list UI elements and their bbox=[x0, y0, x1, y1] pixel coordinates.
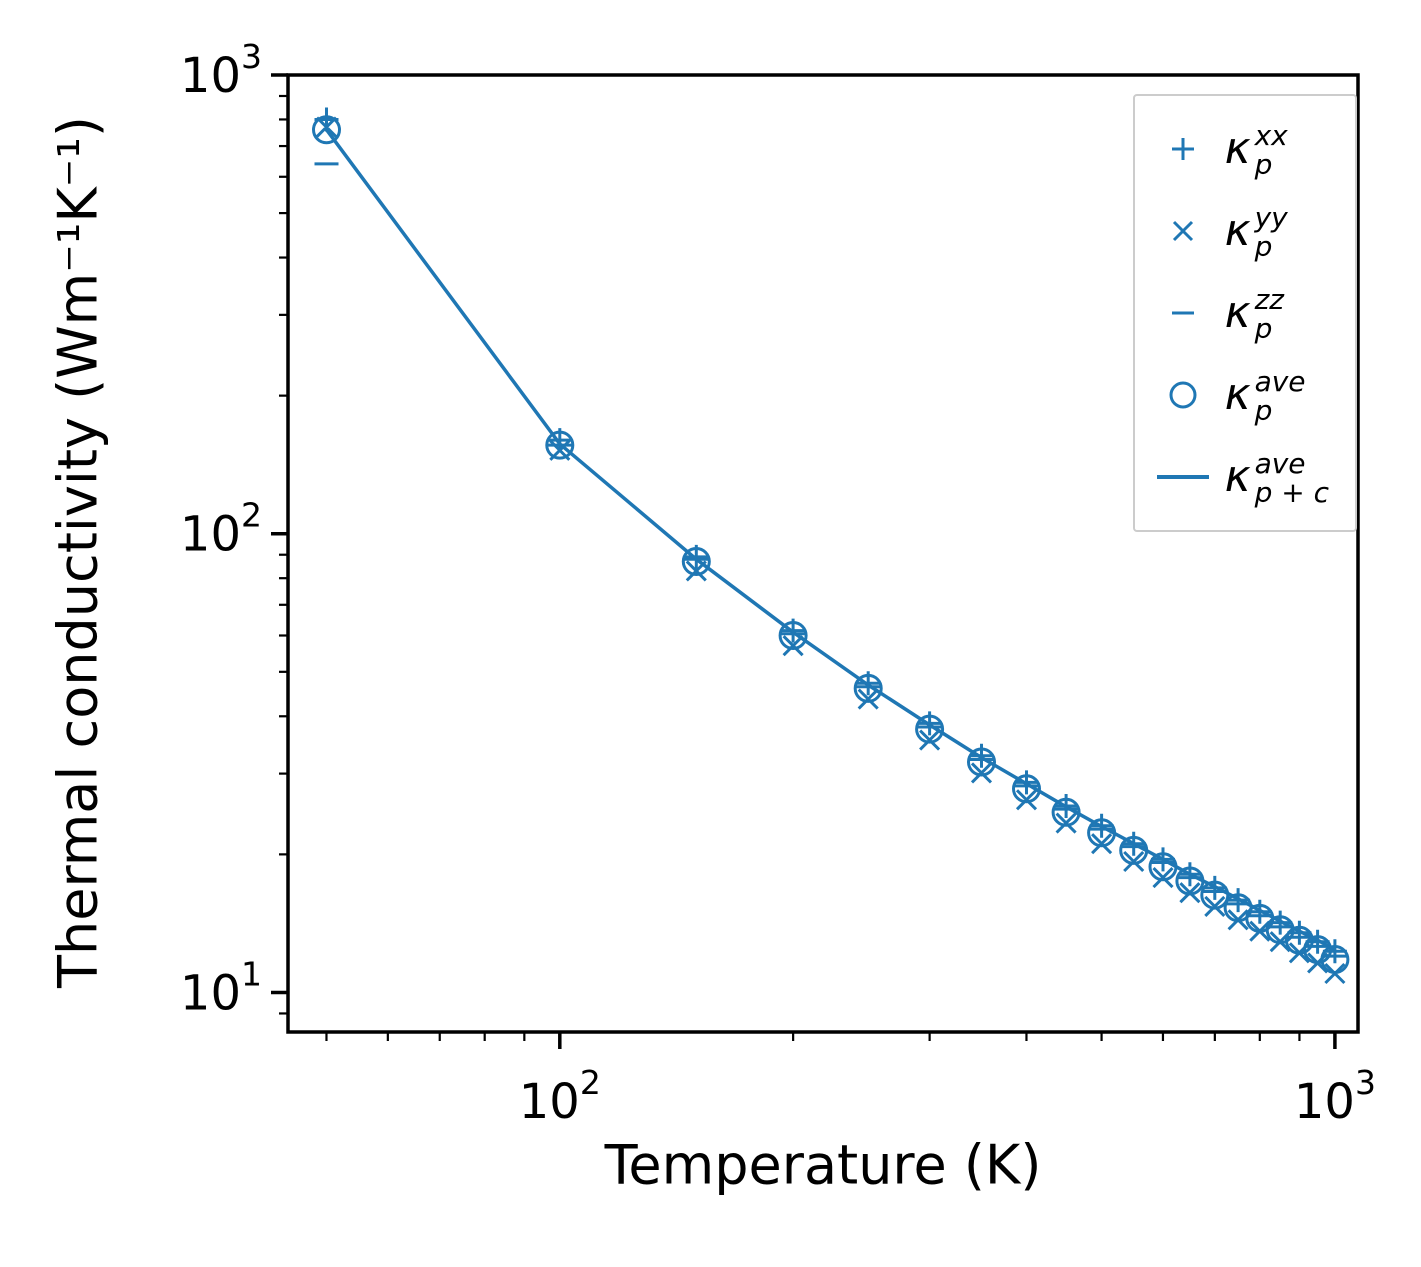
legend-label: κ zz p bbox=[1225, 284, 1284, 343]
x-tick-label: 102 bbox=[519, 1063, 601, 1130]
line-marker-icon bbox=[1155, 455, 1211, 499]
circle-marker bbox=[312, 115, 341, 145]
circle-marker bbox=[1119, 835, 1149, 865]
circle-marker bbox=[1303, 935, 1333, 965]
circle-marker-icon bbox=[1155, 373, 1211, 417]
circle-marker bbox=[915, 714, 945, 744]
kappa-subscript: p bbox=[1254, 394, 1273, 427]
legend-item: κ ave p + c bbox=[1155, 436, 1329, 518]
kappa-subscript: p bbox=[1254, 230, 1273, 263]
circle-marker bbox=[967, 747, 996, 777]
kappa-symbol: κ bbox=[1224, 451, 1251, 502]
legend-item: κ ave p bbox=[1155, 354, 1329, 436]
plot-spines bbox=[286, 73, 1360, 1034]
circle-marker bbox=[1051, 797, 1081, 827]
legend-item: κ zz p bbox=[1155, 272, 1329, 354]
circle-marker bbox=[1320, 945, 1350, 974]
kappa-sup-sub: ave p + c bbox=[1254, 446, 1329, 509]
legend-label: κ xx p bbox=[1225, 120, 1288, 179]
kappa-superscript: zz bbox=[1254, 282, 1284, 316]
circle-marker bbox=[778, 621, 808, 650]
circle-marker bbox=[1087, 818, 1117, 848]
kappa-subscript: p bbox=[1254, 312, 1273, 345]
circle-marker bbox=[1200, 880, 1230, 910]
legend-label: κ ave p bbox=[1225, 366, 1306, 425]
circle-marker bbox=[853, 673, 883, 703]
kappa-superscript: ave bbox=[1254, 364, 1306, 398]
circle-marker bbox=[545, 430, 575, 460]
y-tick-label: 103 bbox=[180, 37, 262, 104]
series-group bbox=[312, 107, 1350, 985]
kappa-superscript: yy bbox=[1254, 200, 1288, 234]
x-axis-label: Temperature (K) bbox=[604, 1133, 1042, 1197]
x-marker-icon bbox=[1155, 209, 1211, 253]
legend-label: κ ave p + c bbox=[1225, 448, 1329, 507]
kappa-superscript: ave bbox=[1254, 446, 1306, 480]
x-tick-label: 103 bbox=[1294, 1063, 1376, 1130]
kappa-symbol: κ bbox=[1224, 123, 1251, 174]
kappa-superscript: xx bbox=[1254, 118, 1288, 152]
legend-label: κ yy p bbox=[1225, 202, 1288, 261]
axes: 102 103 101 102 103 bbox=[180, 37, 1376, 1130]
circle-marker bbox=[1012, 774, 1041, 804]
kappa-symbol: κ bbox=[1224, 287, 1251, 338]
kappa-symbol: κ bbox=[1224, 205, 1251, 256]
y-tick-label: 102 bbox=[180, 496, 262, 563]
kappa-subscript: p bbox=[1254, 148, 1273, 181]
legend-item: κ xx p bbox=[1155, 108, 1329, 190]
hline-marker-icon bbox=[1155, 291, 1211, 335]
kappa-sup-sub: yy p bbox=[1254, 200, 1288, 263]
kappa-symbol: κ bbox=[1224, 369, 1251, 420]
plus-marker-icon bbox=[1155, 127, 1211, 171]
series-kappa-p-ave-markers bbox=[312, 115, 1350, 974]
circle-marker bbox=[1175, 866, 1205, 896]
series-kappa-p-xx-markers bbox=[314, 107, 1347, 964]
kappa-sup-sub: ave p bbox=[1254, 364, 1306, 427]
legend-item: κ yy p bbox=[1155, 190, 1329, 272]
kappa-subscript: p + c bbox=[1254, 476, 1329, 509]
circle-marker bbox=[681, 547, 711, 576]
legend: κ xx p κ yy p κ zz p κ ave p κ ave p + c bbox=[1132, 94, 1357, 532]
y-tick-label: 101 bbox=[180, 954, 262, 1021]
kappa-sup-sub: zz p bbox=[1254, 282, 1284, 345]
circle-marker bbox=[1148, 852, 1178, 882]
y-axis-label: Thermal conductivity (Wm⁻¹K⁻¹) bbox=[46, 116, 110, 988]
kappa-sup-sub: xx p bbox=[1254, 118, 1288, 181]
circle-marker bbox=[1284, 925, 1314, 955]
